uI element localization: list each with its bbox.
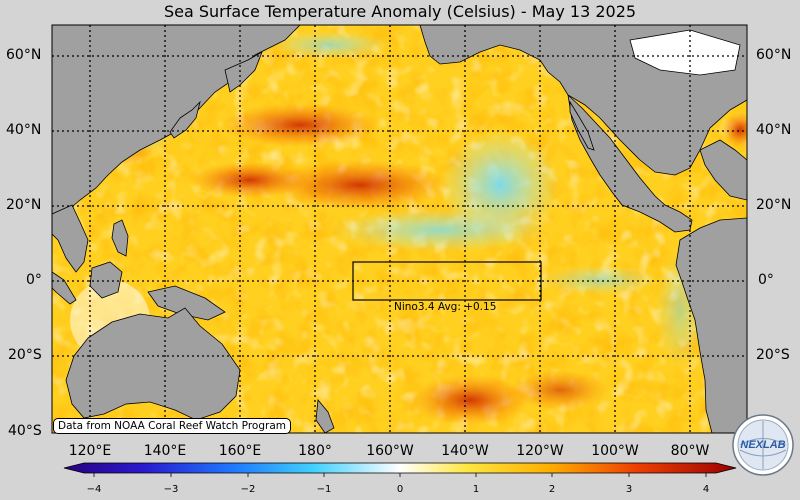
logo-text: NEXLAB <box>740 439 785 451</box>
colorbar-ticks <box>93 473 707 477</box>
lat-label-left: 20°N <box>6 197 42 213</box>
colorbar-tick-label: 4 <box>702 484 710 495</box>
lat-label-left: 20°S <box>8 347 42 363</box>
map-title: Sea Surface Temperature Anomaly (Celsius… <box>163 2 637 21</box>
lon-label: 100°W <box>591 443 639 459</box>
lat-label-right: 0° <box>758 272 774 288</box>
lon-label: 80°W <box>670 443 710 459</box>
lat-label-right: 40°N <box>756 122 792 138</box>
data-credit: Data from NOAA Coral Reef Watch Program <box>53 418 291 434</box>
lat-label-right: 20°N <box>756 197 792 213</box>
lat-label-left: 40°S <box>8 423 42 439</box>
lat-label-left: 60°N <box>6 47 42 63</box>
lon-label: 160°W <box>366 443 414 459</box>
colorbar <box>63 462 737 474</box>
colorbar-tick-label: 0 <box>396 484 404 495</box>
colorbar-tick-label: −4 <box>86 484 102 495</box>
colorbar-tick-label: −3 <box>163 484 179 495</box>
lat-label-left: 40°N <box>6 122 42 138</box>
lat-label-right: 60°N <box>756 47 792 63</box>
lon-label: 140°E <box>143 443 187 459</box>
nino34-label: Nino3.4 Avg: +0.15 <box>394 301 497 313</box>
colorbar-tick-label: 2 <box>548 484 556 495</box>
colorbar-tick-label: 1 <box>472 484 480 495</box>
nexlab-logo[interactable]: NEXLAB <box>732 414 794 476</box>
lon-label: 160°E <box>218 443 262 459</box>
colorbar-tick-label: 3 <box>625 484 633 495</box>
lat-label-left: 0° <box>26 272 42 288</box>
lon-label: 140°W <box>441 443 489 459</box>
lon-label: 180° <box>298 443 332 459</box>
lon-label: 120°E <box>68 443 112 459</box>
lat-label-right: 20°S <box>756 347 790 363</box>
gridlines <box>52 25 747 433</box>
nino34-box <box>352 261 542 301</box>
colorbar-tick-label: −1 <box>316 484 332 495</box>
lon-label: 120°W <box>516 443 564 459</box>
colorbar-tick-label: −2 <box>240 484 256 495</box>
